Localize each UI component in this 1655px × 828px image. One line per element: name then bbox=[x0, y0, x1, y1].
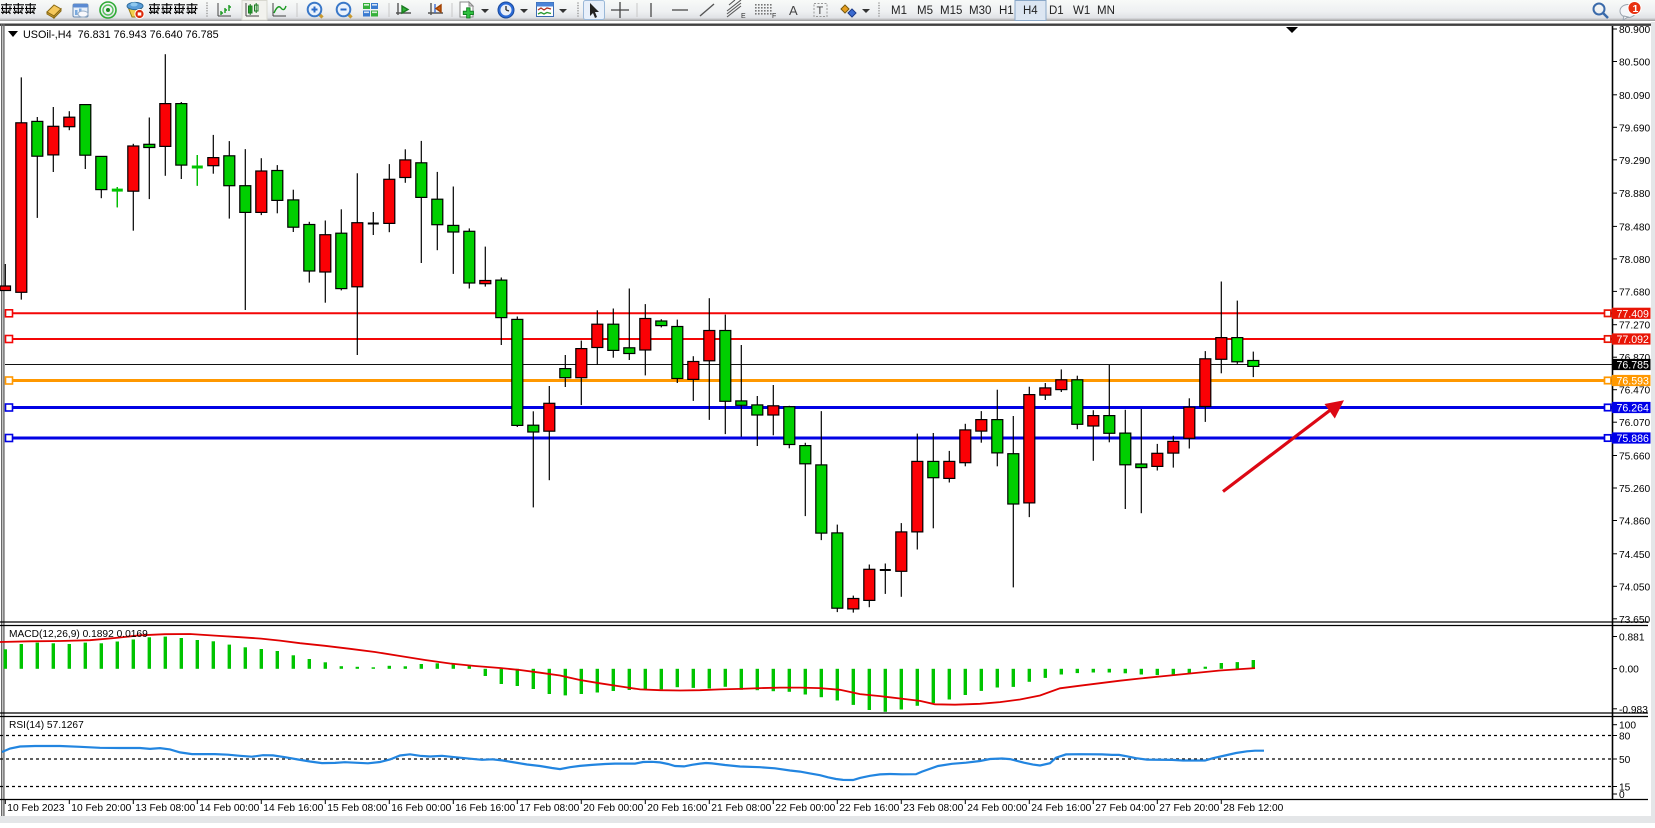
svg-text:E: E bbox=[741, 13, 746, 20]
svg-text:-0.983: -0.983 bbox=[1619, 705, 1648, 716]
svg-text:24 Feb 00:00: 24 Feb 00:00 bbox=[967, 803, 1027, 814]
svg-text:16 Feb 00:00: 16 Feb 00:00 bbox=[391, 803, 451, 814]
svg-text:78.480: 78.480 bbox=[1619, 222, 1650, 233]
svg-text:27 Feb 04:00: 27 Feb 04:00 bbox=[1095, 803, 1155, 814]
svg-text:23 Feb 08:00: 23 Feb 08:00 bbox=[903, 803, 963, 814]
svg-text:77.680: 77.680 bbox=[1619, 287, 1650, 298]
svg-text:27 Feb 20:00: 27 Feb 20:00 bbox=[1159, 803, 1219, 814]
svg-text:77.409: 77.409 bbox=[1617, 308, 1650, 320]
svg-text:75.260: 75.260 bbox=[1619, 484, 1650, 495]
svg-text:1: 1 bbox=[1633, 3, 1639, 15]
svg-text:24 Feb 16:00: 24 Feb 16:00 bbox=[1031, 803, 1091, 814]
svg-text:78.880: 78.880 bbox=[1619, 189, 1650, 200]
svg-text:14 Feb 16:00: 14 Feb 16:00 bbox=[263, 803, 323, 814]
svg-text:73.650: 73.650 bbox=[1619, 615, 1650, 626]
svg-text:0.881: 0.881 bbox=[1619, 633, 1645, 644]
svg-text:22 Feb 16:00: 22 Feb 16:00 bbox=[839, 803, 899, 814]
svg-text:20 Feb 16:00: 20 Feb 16:00 bbox=[647, 803, 707, 814]
svg-text:15 Feb 08:00: 15 Feb 08:00 bbox=[327, 803, 387, 814]
svg-text:21 Feb 08:00: 21 Feb 08:00 bbox=[711, 803, 771, 814]
svg-text:80.500: 80.500 bbox=[1619, 58, 1650, 69]
svg-text:F: F bbox=[772, 13, 776, 20]
svg-text:76.785: 76.785 bbox=[1617, 360, 1650, 372]
svg-text:76.070: 76.070 bbox=[1619, 418, 1650, 429]
svg-text:0.00: 0.00 bbox=[1619, 665, 1639, 676]
svg-text:80.900: 80.900 bbox=[1619, 25, 1650, 36]
svg-text:USOil-,H4 76.831 76.943 76.64: USOil-,H4 76.831 76.943 76.640 76.785 bbox=[23, 29, 219, 41]
svg-text:M5: M5 bbox=[917, 5, 933, 17]
svg-text:78.080: 78.080 bbox=[1619, 255, 1650, 266]
svg-text:77.270: 77.270 bbox=[1619, 321, 1650, 332]
svg-text:80: 80 bbox=[1619, 732, 1631, 743]
svg-text:16 Feb 16:00: 16 Feb 16:00 bbox=[455, 803, 515, 814]
svg-text:MN: MN bbox=[1097, 5, 1115, 17]
svg-text:H4: H4 bbox=[1023, 5, 1038, 17]
svg-text:17 Feb 08:00: 17 Feb 08:00 bbox=[519, 803, 579, 814]
svg-text:74.450: 74.450 bbox=[1619, 550, 1650, 561]
svg-text:MACD(12,26,9) 0.1892 0.0169: MACD(12,26,9) 0.1892 0.0169 bbox=[9, 629, 148, 640]
svg-text:A: A bbox=[789, 3, 798, 18]
svg-text:M1: M1 bbox=[891, 5, 907, 17]
svg-text:76.470: 76.470 bbox=[1619, 386, 1650, 397]
svg-text:14 Feb 00:00: 14 Feb 00:00 bbox=[199, 803, 259, 814]
svg-text:10 Feb 20:00: 10 Feb 20:00 bbox=[71, 803, 131, 814]
svg-text:10 Feb 2023: 10 Feb 2023 bbox=[7, 803, 65, 814]
svg-text:76.870: 76.870 bbox=[1619, 353, 1650, 364]
svg-text:100: 100 bbox=[1619, 721, 1636, 732]
svg-text:20 Feb 00:00: 20 Feb 00:00 bbox=[583, 803, 643, 814]
svg-text:77.092: 77.092 bbox=[1617, 334, 1650, 346]
svg-text:T: T bbox=[817, 5, 824, 17]
svg-text:D1: D1 bbox=[1049, 5, 1064, 17]
svg-text:W1: W1 bbox=[1073, 5, 1090, 17]
svg-text:50: 50 bbox=[1619, 755, 1631, 766]
svg-text:15: 15 bbox=[1619, 783, 1631, 794]
svg-text:0: 0 bbox=[1619, 790, 1625, 801]
svg-text:76.593: 76.593 bbox=[1617, 376, 1650, 388]
svg-text:M15: M15 bbox=[940, 5, 962, 17]
svg-text:H1: H1 bbox=[999, 5, 1014, 17]
svg-text:79.690: 79.690 bbox=[1619, 123, 1650, 134]
svg-text:75.660: 75.660 bbox=[1619, 452, 1650, 463]
svg-text:74.860: 74.860 bbox=[1619, 517, 1650, 528]
svg-text:79.290: 79.290 bbox=[1619, 156, 1650, 167]
svg-text:22 Feb 00:00: 22 Feb 00:00 bbox=[775, 803, 835, 814]
svg-text:28 Feb 12:00: 28 Feb 12:00 bbox=[1223, 803, 1283, 814]
svg-text:M30: M30 bbox=[969, 5, 991, 17]
svg-text:75.886: 75.886 bbox=[1617, 433, 1650, 445]
svg-text:80.090: 80.090 bbox=[1619, 91, 1650, 102]
svg-text:13 Feb 08:00: 13 Feb 08:00 bbox=[135, 803, 195, 814]
svg-text:RSI(14) 57.1267: RSI(14) 57.1267 bbox=[9, 720, 84, 731]
svg-text:76.264: 76.264 bbox=[1617, 403, 1650, 415]
svg-text:74.050: 74.050 bbox=[1619, 582, 1650, 593]
